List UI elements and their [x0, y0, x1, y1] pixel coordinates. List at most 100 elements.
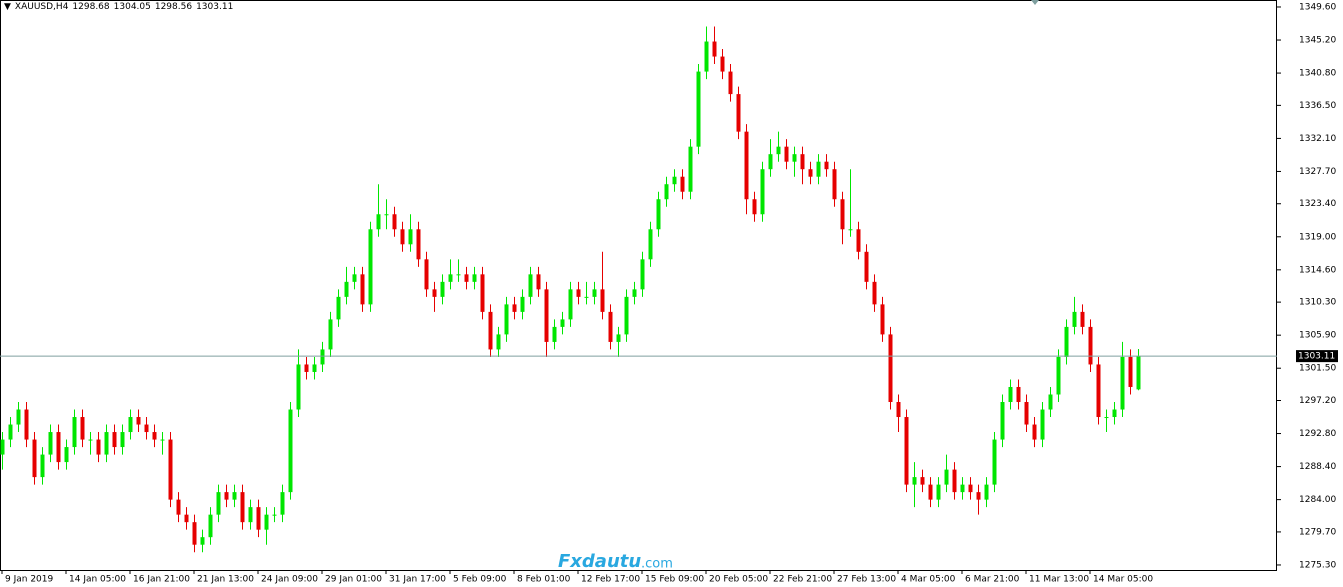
candle-body: [472, 274, 477, 282]
candle-body: [416, 229, 421, 260]
price-label-box: [1296, 350, 1338, 363]
candle-body: [824, 161, 829, 170]
candle-body: [232, 492, 237, 500]
candle-body: [880, 304, 885, 335]
candle-body: [648, 229, 653, 260]
candle-body: [848, 229, 853, 231]
header-arrow: ▼: [4, 2, 11, 12]
x-tick-label: 29 Jan 01:00: [325, 575, 382, 585]
candle-body: [992, 439, 997, 485]
candle-body: [752, 199, 757, 215]
candle-body: [1032, 424, 1037, 440]
candle-body: [728, 71, 733, 95]
x-tick-label: 20 Feb 05:00: [709, 575, 768, 585]
candle-body: [120, 432, 125, 448]
candle-body: [296, 364, 301, 410]
candle-body: [584, 296, 589, 298]
candle-body: [664, 184, 669, 200]
candle-body: [496, 334, 501, 350]
last-high: 1304.05: [113, 2, 151, 12]
last-open: 1298.68: [72, 2, 110, 12]
candle-body: [424, 259, 429, 290]
candle-body: [960, 484, 965, 493]
candle-body: [392, 214, 397, 230]
candle-body: [480, 274, 485, 312]
candle-body: [288, 409, 293, 493]
last-low: 1298.56: [154, 2, 193, 12]
candle-body: [1008, 386, 1013, 403]
x-tick-label: 12 Feb 17:00: [581, 575, 640, 585]
candle-body: [72, 417, 77, 448]
candle-body: [592, 289, 597, 297]
x-tick-label: 21 Jan 13:00: [197, 575, 254, 585]
candle-body: [168, 439, 173, 500]
candle-body: [1088, 326, 1093, 365]
candle-body: [200, 537, 205, 545]
candle-body: [240, 492, 245, 523]
candle-body: [104, 432, 109, 455]
y-tick-label: 1336.50: [1299, 101, 1336, 111]
candle-body: [272, 514, 277, 516]
candle-body: [384, 214, 389, 216]
candle-body: [1128, 356, 1133, 387]
candle-body: [512, 304, 517, 312]
x-tick-label: 16 Jan 21:00: [133, 575, 190, 585]
y-tick-label: 1288.40: [1299, 462, 1336, 472]
candle-body: [56, 432, 61, 463]
plot-frame: [0, 0, 1277, 571]
candle-body: [136, 417, 141, 425]
candle-body: [904, 417, 909, 485]
candle-body: [856, 229, 861, 252]
candle-body: [816, 161, 821, 177]
candle-body: [344, 281, 349, 297]
candle-body: [248, 507, 253, 523]
y-tick-label: 1305.90: [1299, 331, 1336, 341]
candle-body: [1000, 402, 1005, 440]
y-tick-label: 1345.20: [1299, 36, 1336, 46]
candle-body: [160, 439, 165, 441]
candle-body: [704, 41, 709, 72]
candle-body: [656, 199, 661, 230]
candle-body: [552, 326, 557, 342]
candle-body: [112, 432, 117, 448]
candle-body: [536, 274, 541, 290]
candle-body: [784, 146, 789, 162]
candle-body: [96, 439, 101, 455]
candle-body: [488, 311, 493, 350]
candle-body: [840, 199, 845, 230]
x-tick-label: 4 Mar 05:00: [901, 575, 956, 585]
candle-body: [1120, 356, 1125, 410]
chart-header: ▼ XAUUSD,H4 1298.68 1304.05 1298.56 1303.11: [4, 2, 237, 12]
candle-body: [808, 169, 813, 177]
candle-body: [216, 492, 221, 515]
x-tick-label: 8 Feb 01:00: [517, 575, 571, 585]
x-tick-label: 27 Feb 13:00: [837, 575, 896, 585]
y-tick-label: 1279.70: [1299, 527, 1336, 537]
candle-body: [184, 514, 189, 523]
candle-body: [568, 289, 573, 320]
candle-body: [328, 319, 333, 350]
candle-body: [408, 229, 413, 245]
candle-body: [576, 289, 581, 297]
candle-body: [696, 71, 701, 147]
candle-body: [176, 499, 181, 515]
candle-body: [1048, 394, 1053, 410]
candle-body: [1024, 402, 1029, 425]
candle-body: [400, 229, 405, 245]
candle-body: [912, 477, 917, 485]
candle-body: [976, 492, 981, 500]
x-tick-label: 14 Jan 05:00: [69, 575, 126, 585]
candle-body: [1104, 417, 1109, 419]
candle-body: [1016, 386, 1021, 403]
y-tick-label: 1319.00: [1299, 232, 1336, 242]
candle-body: [608, 311, 613, 342]
y-tick-label: 1327.70: [1299, 167, 1336, 177]
candle-body: [88, 439, 93, 441]
candle-body: [280, 492, 285, 515]
candle-body: [1112, 409, 1117, 418]
candle-body: [144, 424, 149, 433]
candle-body: [208, 514, 213, 538]
x-tick-label: 31 Jan 17:00: [389, 575, 446, 585]
